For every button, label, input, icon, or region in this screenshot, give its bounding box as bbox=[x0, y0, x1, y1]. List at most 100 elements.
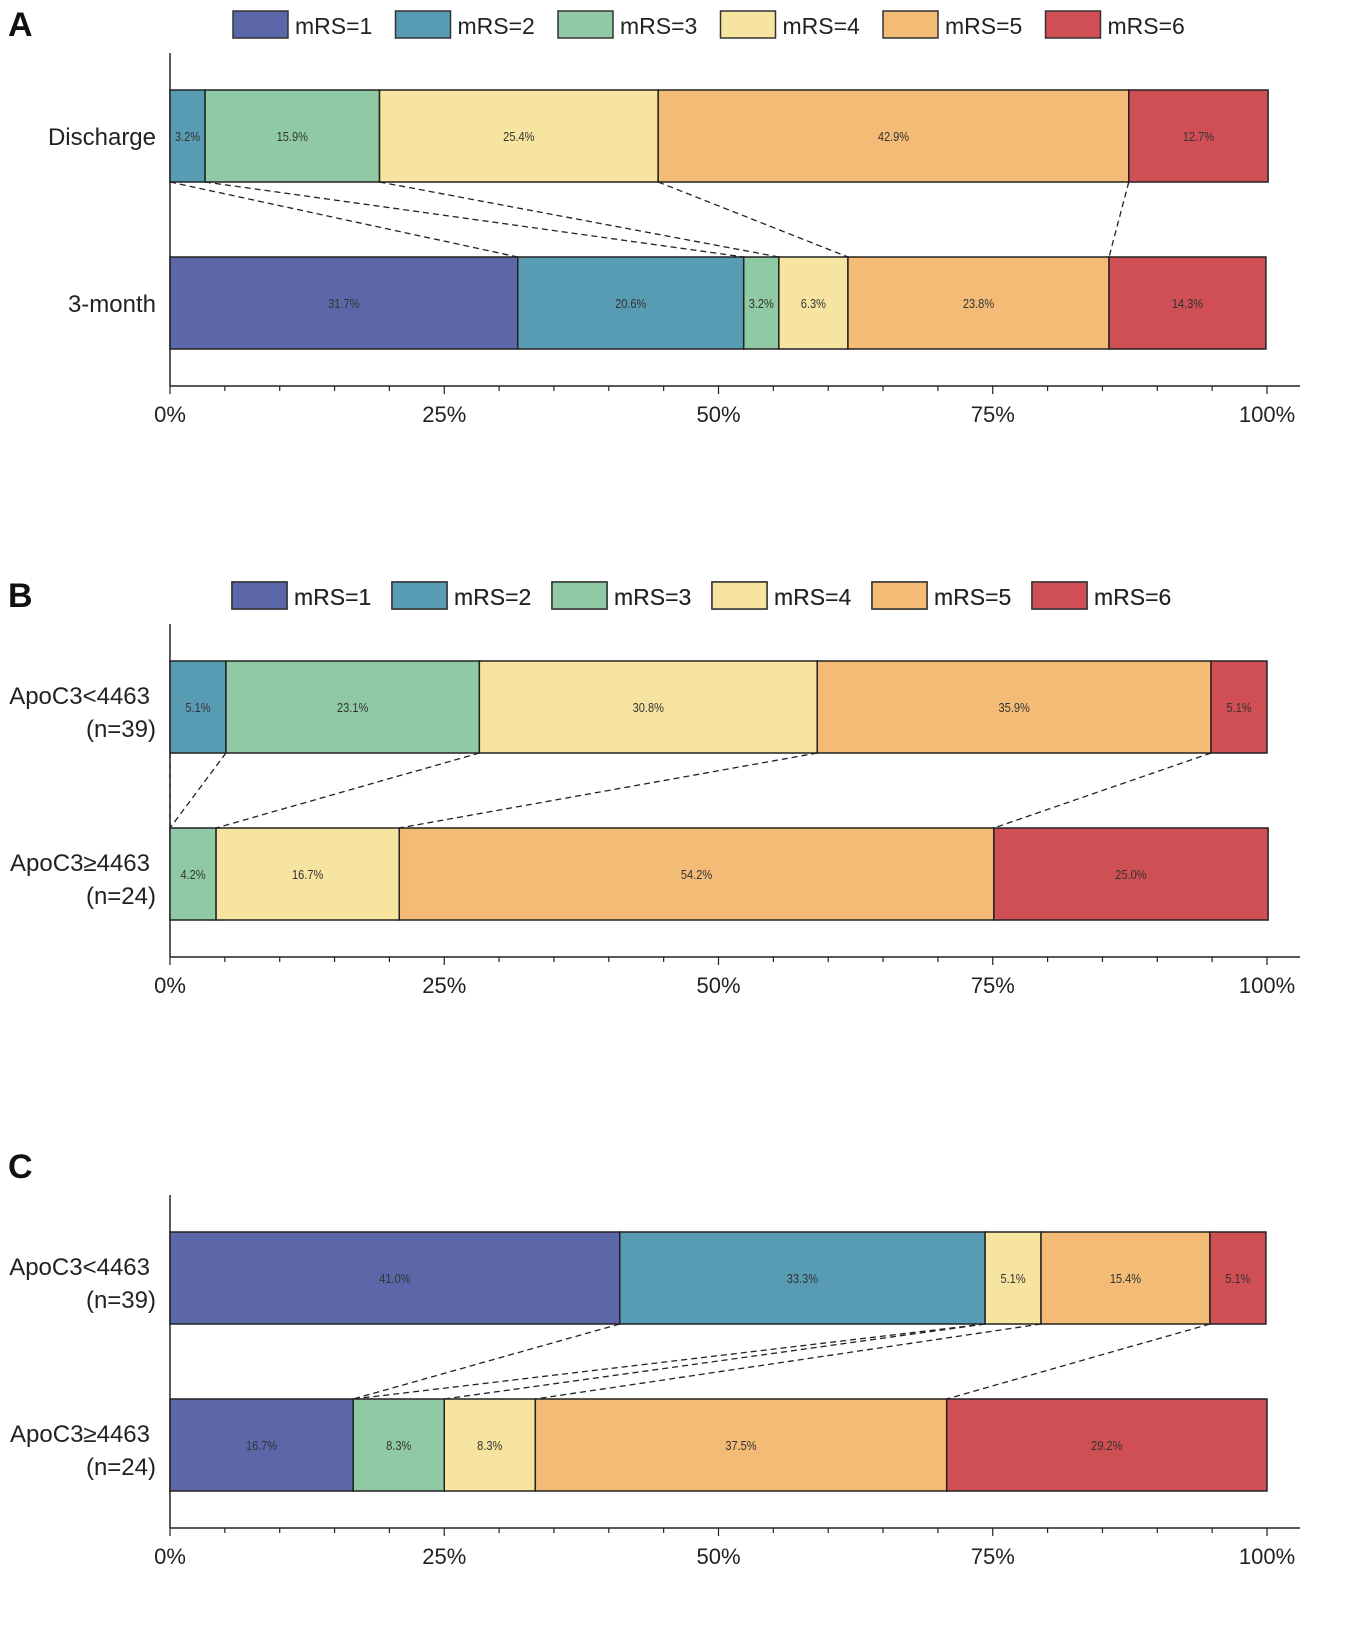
legend-swatch bbox=[871, 581, 928, 610]
legend-swatch bbox=[1044, 10, 1102, 39]
x-tick-label: 50% bbox=[696, 402, 740, 427]
y-category-sublabel: (n=39) bbox=[86, 1287, 156, 1314]
legend-label: mRS=6 bbox=[1094, 584, 1171, 610]
connector-line bbox=[535, 1323, 1042, 1400]
legend-label: mRS=6 bbox=[1108, 13, 1185, 39]
y-category-label: ApoC3≥4463 bbox=[10, 850, 150, 877]
bar-segment bbox=[516, 256, 745, 350]
legend-label: mRS=5 bbox=[945, 13, 1022, 39]
legend-label: mRS=5 bbox=[934, 584, 1011, 610]
bar-segment bbox=[657, 89, 1130, 183]
bar-segment bbox=[742, 256, 780, 350]
legend-swatch bbox=[882, 10, 939, 39]
legend-label: mRS=2 bbox=[454, 584, 531, 610]
data-label: 5.1% bbox=[1225, 1271, 1250, 1286]
legend-label: mRS=2 bbox=[454, 584, 531, 610]
bar-segment bbox=[1210, 660, 1268, 754]
x-tick-label: 25% bbox=[422, 402, 466, 427]
connector-line bbox=[353, 1323, 986, 1400]
y-category-label: ApoC3<4463 bbox=[9, 683, 150, 710]
data-label: 37.5% bbox=[725, 1438, 757, 1453]
legend-swatch bbox=[557, 10, 614, 39]
data-label: 41.0% bbox=[379, 1271, 411, 1286]
data-label: 15.9% bbox=[277, 129, 309, 144]
bar-segment bbox=[169, 256, 519, 350]
legend-label: mRS=4 bbox=[774, 584, 852, 610]
data-label: 14.3% bbox=[1172, 296, 1204, 311]
connector-line bbox=[399, 752, 818, 829]
data-label: 31.7% bbox=[328, 296, 360, 311]
bar-segment bbox=[398, 827, 995, 921]
legend-swatch bbox=[1031, 581, 1088, 610]
bar-segment bbox=[1108, 256, 1267, 350]
y-category-label: ApoC3≥4463 bbox=[10, 1421, 150, 1448]
bar-segment bbox=[847, 256, 1110, 350]
legend-label: mRS=1 bbox=[294, 584, 371, 610]
data-label: 23.8% bbox=[963, 296, 995, 311]
data-label: 54.2% bbox=[681, 867, 713, 882]
y-category-label: 3-month bbox=[68, 291, 156, 318]
connector-line bbox=[169, 181, 518, 258]
bar-segment bbox=[169, 89, 206, 183]
legend-label: mRS=3 bbox=[614, 584, 691, 610]
x-tick-label: 75% bbox=[971, 1544, 1015, 1569]
y-category-label: ApoC3<4463 bbox=[9, 1254, 150, 1281]
legend-swatch bbox=[394, 10, 452, 39]
data-label: 3.2% bbox=[175, 129, 200, 144]
data-label: 5.1% bbox=[185, 700, 210, 715]
legend-swatch bbox=[391, 581, 448, 610]
data-label: 20.6% bbox=[615, 296, 647, 311]
connector-line bbox=[205, 181, 744, 258]
data-label: 33.3% bbox=[787, 1271, 819, 1286]
bar-segment bbox=[993, 827, 1269, 921]
data-label: 4.2% bbox=[180, 867, 205, 882]
data-label: 42.9% bbox=[878, 129, 910, 144]
legend-label: mRS=1 bbox=[295, 13, 372, 39]
data-label: 12.7% bbox=[1183, 129, 1215, 144]
connector-line bbox=[444, 1323, 986, 1400]
bar-segment bbox=[169, 1231, 621, 1325]
x-tick-label: 25% bbox=[422, 1544, 466, 1569]
connector-line bbox=[657, 181, 849, 258]
connector-line bbox=[353, 1323, 620, 1400]
data-label: 5.1% bbox=[1000, 1271, 1025, 1286]
connector-line bbox=[379, 181, 779, 258]
x-tick-label: 100% bbox=[1239, 402, 1295, 427]
legend-swatch bbox=[231, 581, 288, 610]
legend-label: mRS=6 bbox=[1094, 584, 1171, 610]
legend-label: mRS=1 bbox=[294, 584, 371, 610]
legend-label: mRS=4 bbox=[783, 13, 861, 39]
bar-segment bbox=[1128, 89, 1269, 183]
legend-swatch bbox=[711, 581, 768, 610]
x-tick-label: 0% bbox=[154, 1544, 186, 1569]
legend-label: mRS=5 bbox=[934, 584, 1011, 610]
data-label: 29.2% bbox=[1091, 1438, 1123, 1453]
bar-segment bbox=[169, 660, 227, 754]
bar-segment bbox=[619, 1231, 986, 1325]
data-label: 16.7% bbox=[292, 867, 324, 882]
x-tick-label: 100% bbox=[1239, 973, 1295, 998]
bar-segment bbox=[169, 827, 217, 921]
data-label: 25.4% bbox=[503, 129, 535, 144]
y-category-label: Discharge bbox=[48, 124, 156, 151]
data-label: 16.7% bbox=[246, 1438, 278, 1453]
bar-segment bbox=[1040, 1231, 1211, 1325]
data-label: 23.1% bbox=[337, 700, 369, 715]
y-category-sublabel: (n=39) bbox=[86, 716, 156, 743]
data-label: 8.3% bbox=[477, 1438, 502, 1453]
x-tick-label: 75% bbox=[971, 973, 1015, 998]
data-label: 8.3% bbox=[386, 1438, 411, 1453]
legend-swatch bbox=[551, 581, 608, 610]
panel-label: C bbox=[8, 1148, 33, 1186]
legend-label: mRS=3 bbox=[620, 13, 697, 39]
connector-line bbox=[993, 752, 1212, 829]
connector-line bbox=[169, 752, 227, 829]
legend-label: mRS=3 bbox=[614, 584, 691, 610]
x-tick-label: 0% bbox=[154, 973, 186, 998]
panel-label: A bbox=[8, 6, 33, 44]
connector-line bbox=[215, 752, 480, 829]
